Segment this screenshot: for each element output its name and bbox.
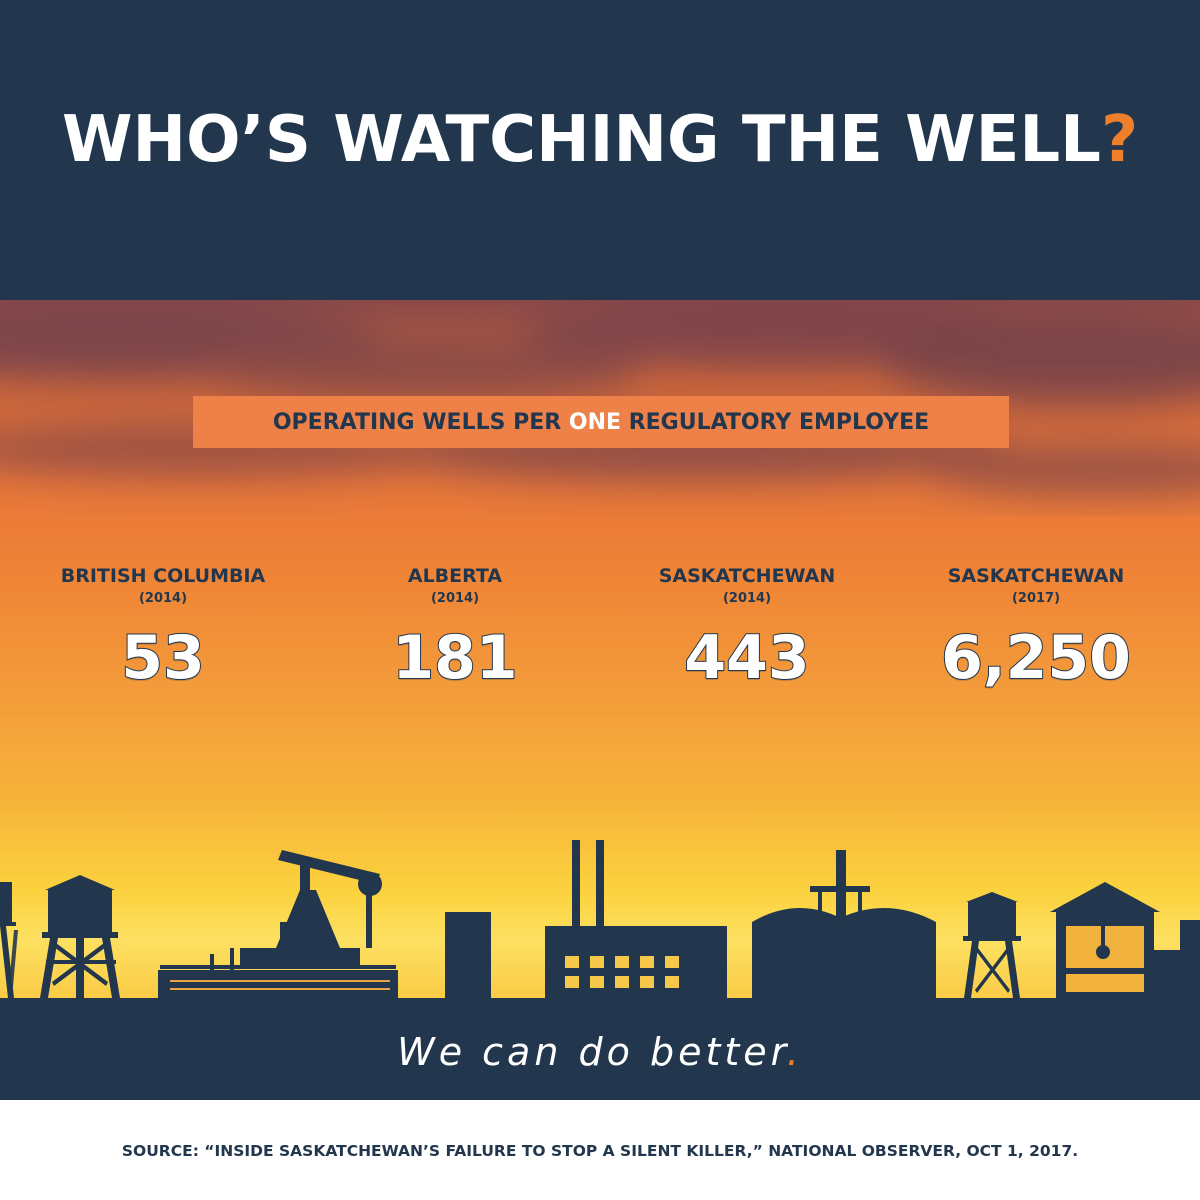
stat-alberta-2014: ALBERTA (2014) 181 xyxy=(305,565,605,693)
refinery-icon xyxy=(752,850,936,998)
sunset-scene: OPERATING WELLS PER ONE REGULATORY EMPLO… xyxy=(0,300,1200,1100)
stat-value: 181 xyxy=(391,622,518,693)
water-tower-icon xyxy=(40,875,120,998)
header-banner: WHO’S WATCHING THE WELL? xyxy=(0,0,1200,300)
tagline: We can do better. xyxy=(0,1030,1200,1074)
subtitle-before: OPERATING WELLS PER xyxy=(272,409,569,435)
headline-text: WHO’S WATCHING THE WELL xyxy=(61,103,1101,177)
footer: SOURCE: “INSIDE SASKATCHEWAN’S FAILURE T… xyxy=(0,1100,1200,1200)
stat-region: ALBERTA xyxy=(407,565,503,587)
subtitle-label-box: OPERATING WELLS PER ONE REGULATORY EMPLO… xyxy=(193,396,1009,448)
stat-year: (2017) xyxy=(1011,590,1061,606)
stat-region: BRITISH COLUMBIA xyxy=(60,565,266,587)
stat-region: SASKATCHEWAN xyxy=(658,565,836,587)
stat-value: 6,250 xyxy=(940,622,1132,693)
subtitle-after: REGULATORY EMPLOYEE xyxy=(621,409,930,435)
subtitle: OPERATING WELLS PER ONE REGULATORY EMPLO… xyxy=(273,410,929,435)
stat-value: 443 xyxy=(683,622,810,693)
water-tower-icon xyxy=(0,882,18,998)
stat-saskatchewan-2017: SASKATCHEWAN (2017) 6,250 xyxy=(886,565,1186,693)
stat-value: 53 xyxy=(120,622,206,693)
industrial-skyline xyxy=(0,840,1200,1100)
stat-year: (2014) xyxy=(430,590,480,606)
stat-region: SASKATCHEWAN xyxy=(947,565,1125,587)
clouds-illustration xyxy=(0,300,1200,496)
headline-question-mark: ? xyxy=(1100,103,1139,177)
source-citation: SOURCE: “INSIDE SASKATCHEWAN’S FAILURE T… xyxy=(121,1142,1079,1160)
tagline-dot: . xyxy=(786,1030,803,1074)
stat-british-columbia-2014: BRITISH COLUMBIA (2014) 53 xyxy=(13,565,313,693)
subtitle-highlight: ONE xyxy=(568,409,622,435)
stat-year: (2014) xyxy=(138,590,188,606)
headline: WHO’S WATCHING THE WELL? xyxy=(0,108,1200,172)
oil-pumpjack-icon xyxy=(158,850,398,998)
water-tower-icon xyxy=(963,892,1021,998)
tagline-text: We can do better xyxy=(397,1030,787,1074)
factory-smokestacks-icon xyxy=(545,840,727,998)
stat-year: (2014) xyxy=(722,590,772,606)
stat-saskatchewan-2014: SASKATCHEWAN (2014) 443 xyxy=(597,565,897,693)
